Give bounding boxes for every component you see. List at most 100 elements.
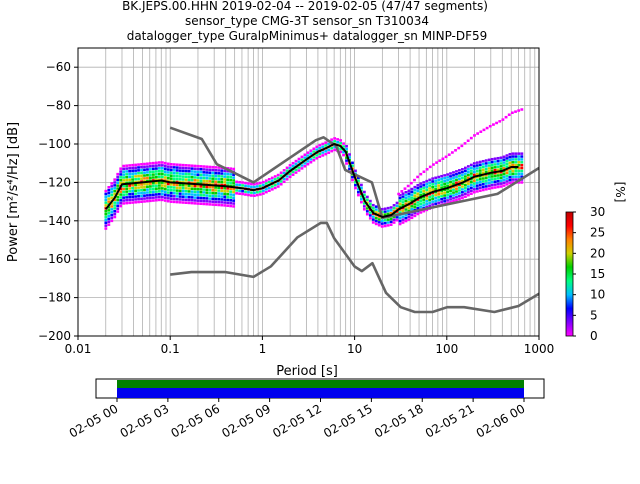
heatmap-cell bbox=[455, 181, 458, 185]
heatmap-cell bbox=[389, 206, 393, 209]
heatmap-cell bbox=[187, 164, 191, 167]
heatmap-cell bbox=[386, 224, 390, 227]
heatmap-cell bbox=[190, 175, 194, 179]
heatmap-cell bbox=[404, 196, 408, 200]
heatmap-cell bbox=[140, 165, 143, 169]
heatmap-cell bbox=[443, 191, 446, 194]
heatmap-cell bbox=[410, 187, 414, 191]
heatmap-cell bbox=[359, 198, 363, 201]
heatmap-cell bbox=[196, 190, 200, 194]
heatmap-cell bbox=[223, 178, 227, 181]
heatmap-cell bbox=[122, 199, 126, 202]
heatmap-cell bbox=[327, 151, 331, 154]
heatmap-cell bbox=[205, 202, 209, 206]
heatmap-cell bbox=[214, 166, 218, 169]
mode-line-group bbox=[105, 143, 519, 218]
heatmap-cell bbox=[398, 202, 402, 206]
heatmap-cell bbox=[425, 205, 429, 209]
heatmap-cell bbox=[449, 189, 452, 193]
heatmap-cell bbox=[140, 183, 143, 186]
noise-models bbox=[169, 126, 540, 314]
heatmap-cell bbox=[202, 173, 206, 177]
heatmap-cell bbox=[202, 196, 206, 200]
heatmap-cell bbox=[416, 204, 420, 207]
heatmap-cell bbox=[166, 174, 170, 177]
heatmap-cell bbox=[140, 174, 143, 178]
heatmap-cell bbox=[413, 178, 416, 182]
heatmap-cell bbox=[190, 190, 194, 193]
heatmap-cell bbox=[297, 169, 301, 172]
heatmap-cell bbox=[499, 167, 503, 171]
heatmap-cell bbox=[214, 186, 218, 189]
heatmap-cell bbox=[143, 188, 146, 192]
heatmap-cell bbox=[416, 206, 420, 210]
heatmap-cell bbox=[134, 183, 137, 187]
heatmap-cell bbox=[425, 191, 429, 194]
heatmap-cell bbox=[357, 188, 360, 191]
colorbar: 0 5 10 15 20 25 30 [%] bbox=[565, 182, 627, 343]
heatmap-cell bbox=[475, 167, 479, 170]
heatmap-cell bbox=[443, 177, 446, 180]
heatmap-cell bbox=[309, 152, 313, 155]
heatmap-cell bbox=[354, 181, 357, 184]
heatmap-cell bbox=[285, 178, 289, 181]
heatmap-cell bbox=[473, 134, 476, 137]
heatmap-cell bbox=[484, 165, 488, 168]
heatmap-cell bbox=[137, 171, 140, 175]
heatmap-cell bbox=[357, 179, 360, 182]
heatmap-cell bbox=[119, 176, 123, 179]
heatmap-cell bbox=[223, 181, 227, 184]
title-line-1: BK.JEPS.00.HHN 2019-02-04 -- 2019-02-05 … bbox=[122, 0, 488, 13]
heatmap-cell bbox=[466, 182, 470, 185]
heatmap-cell bbox=[169, 191, 173, 195]
heatmap-cell bbox=[160, 169, 164, 173]
heatmap-cell bbox=[455, 187, 458, 190]
heatmap-cell bbox=[163, 184, 167, 188]
heatmap-cell bbox=[422, 204, 426, 207]
heatmap-cell bbox=[202, 199, 206, 203]
heatmap-cell bbox=[193, 190, 197, 194]
heatmap-cell bbox=[336, 138, 340, 141]
heatmap-cell bbox=[196, 187, 200, 191]
heatmap-cell bbox=[374, 219, 378, 223]
heatmap-cell bbox=[107, 206, 111, 209]
heatmap-cell bbox=[395, 201, 399, 205]
heatmap-cell bbox=[160, 161, 164, 164]
heatmap-cell bbox=[140, 188, 143, 192]
heatmap-cell bbox=[113, 178, 117, 181]
heatmap-cell bbox=[128, 195, 132, 199]
heatmap-cell bbox=[181, 166, 185, 170]
heatmap-cell bbox=[365, 210, 369, 213]
heatmap-cell bbox=[104, 224, 108, 227]
heatmap-cell bbox=[484, 182, 488, 185]
heatmap-cell bbox=[238, 183, 241, 187]
heatmap-cell bbox=[449, 201, 452, 204]
heatmap-cell bbox=[125, 170, 129, 173]
heatmap-cell bbox=[407, 212, 411, 216]
heatmap-cell bbox=[493, 157, 497, 160]
heatmap-cell bbox=[184, 198, 188, 202]
heatmap-cell bbox=[226, 190, 230, 193]
y-tick-label: −120 bbox=[38, 175, 71, 189]
heatmap-cell bbox=[419, 199, 423, 203]
heatmap-cell bbox=[446, 196, 449, 199]
heatmap-cell bbox=[333, 145, 337, 149]
heatmap-cell bbox=[357, 176, 360, 180]
heatmap-cell bbox=[481, 185, 485, 189]
heatmap-cell bbox=[452, 188, 455, 191]
heatmap-cell bbox=[469, 169, 473, 172]
heatmap-cell bbox=[181, 198, 185, 201]
heatmap-cell bbox=[143, 165, 146, 169]
heatmap-cell bbox=[324, 150, 328, 153]
heatmap-cell bbox=[443, 194, 446, 197]
heatmap-cell bbox=[255, 193, 259, 197]
heatmap-cell bbox=[146, 173, 149, 177]
heatmap-cell bbox=[226, 201, 230, 205]
heatmap-cell bbox=[478, 175, 482, 178]
heatmap-cell bbox=[122, 176, 126, 179]
heatmap-cell bbox=[226, 181, 230, 184]
heatmap-cell bbox=[383, 213, 387, 216]
heatmap-cell bbox=[116, 198, 120, 202]
heatmap-cell bbox=[413, 188, 417, 192]
heatmap-cell bbox=[190, 193, 194, 196]
